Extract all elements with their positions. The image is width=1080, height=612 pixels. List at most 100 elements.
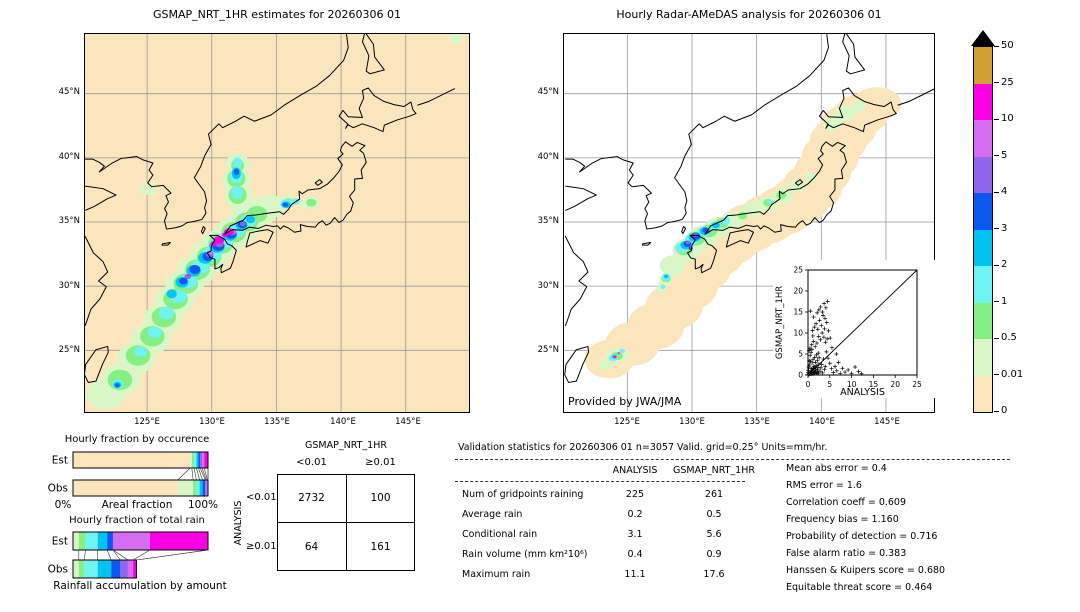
scatter-point xyxy=(834,368,839,373)
bar-segment xyxy=(196,480,200,496)
scatter-point xyxy=(815,358,820,363)
validation-value: 0.2 xyxy=(627,509,643,520)
validation-value: 0.9 xyxy=(706,549,722,560)
bar-segment xyxy=(107,532,113,550)
validation-value: 17.6 xyxy=(703,569,725,580)
bar-segment xyxy=(84,560,98,578)
connector-line xyxy=(106,549,112,561)
lon-tick-label: 125°E xyxy=(614,417,640,427)
bar-segment xyxy=(73,532,79,550)
bar-segment xyxy=(205,480,207,496)
colorbar-segment xyxy=(974,193,992,230)
scatter-point xyxy=(812,355,817,360)
credit-text: Provided by JWA/JMA xyxy=(568,395,682,408)
dashed-divider xyxy=(455,481,745,482)
scatter-point xyxy=(825,336,830,341)
lon-tick-label: 130°E xyxy=(679,417,705,427)
scatter-point xyxy=(820,370,825,375)
contingency-row-label: ≥0.01 xyxy=(246,541,277,552)
colorbar-tick xyxy=(994,118,999,120)
bar-outline xyxy=(72,451,209,469)
lon-tick-label: 145°E xyxy=(874,417,900,427)
scatter-point xyxy=(811,339,816,344)
precip-blob xyxy=(239,221,246,227)
validation-col-header: ANALYSIS xyxy=(612,465,658,476)
stat-line: Frequency bias = 1.160 xyxy=(786,514,899,525)
colorbar-tick xyxy=(994,337,999,339)
bar-segment xyxy=(111,560,121,578)
colorbar-tick-label: 10 xyxy=(1001,113,1014,124)
validation-col-header: GSMAP_NRT_1HR xyxy=(673,465,755,476)
scatter-point xyxy=(814,341,819,346)
bar-segment xyxy=(78,560,85,578)
bar-segment xyxy=(73,452,191,468)
scatter-point xyxy=(829,366,834,371)
connector-line xyxy=(193,467,197,481)
right-map xyxy=(563,33,935,413)
precip-blob xyxy=(449,34,463,44)
bar-segment xyxy=(202,480,206,496)
stat-line: Equitable threat score = 0.464 xyxy=(786,582,933,593)
scatter-point xyxy=(811,357,816,362)
occurrence-axis-min-label: 0% xyxy=(54,499,72,511)
lon-tick-label: 145°E xyxy=(395,417,421,427)
contingency-row-label: <0.01 xyxy=(246,492,277,503)
precip-blob xyxy=(158,306,175,320)
precip-blob xyxy=(189,264,201,274)
stat-line: Mean abs error = 0.4 xyxy=(786,463,887,474)
colorbar-tick xyxy=(994,301,999,302)
occurrence-chart: Est Obs xyxy=(48,451,209,497)
scatter-tick-label: 5 xyxy=(798,350,803,359)
scatter-point xyxy=(808,353,813,358)
precip-blob xyxy=(231,186,243,199)
dashed-divider xyxy=(455,459,1010,460)
bar-segment xyxy=(133,560,137,578)
totalrain-chart-title: Hourly fraction of total rain xyxy=(69,515,205,526)
scatter-point xyxy=(816,351,821,356)
coastline xyxy=(245,229,274,248)
left-map-title: GSMAP_NRT_1HR estimates for 20260306 01 xyxy=(152,8,402,21)
validation-row-label: Num of gridpoints raining xyxy=(462,489,584,500)
scatter-point xyxy=(856,369,861,374)
bar-segment xyxy=(177,480,194,496)
validation-row-label: Conditional rain xyxy=(462,529,538,540)
precip-blob xyxy=(835,105,857,121)
scatter-point xyxy=(809,350,814,355)
lon-tick-label: 125°E xyxy=(134,417,160,427)
precip-blob xyxy=(852,87,902,121)
one-to-one-line xyxy=(807,269,918,376)
bar-segment xyxy=(206,480,208,496)
coastline xyxy=(224,141,367,235)
scatter-point xyxy=(813,369,818,374)
contingency-col-label: <0.01 xyxy=(296,457,327,468)
scatter-point xyxy=(810,360,815,365)
scatter-point xyxy=(808,309,813,314)
scatter-point xyxy=(823,340,828,345)
validation-row-label: Rain volume (mm km²10⁶) xyxy=(462,549,588,560)
coastline xyxy=(818,87,897,133)
connector-line xyxy=(112,549,129,561)
lat-tick-label: 40°N xyxy=(58,151,80,162)
precip-blob xyxy=(147,326,162,339)
scatter-tick-label: 25 xyxy=(912,380,922,389)
precip-blob xyxy=(823,115,842,131)
precip-blob xyxy=(693,233,699,237)
scatter-point xyxy=(820,331,825,335)
coastline xyxy=(687,234,718,274)
scatter-point xyxy=(806,368,811,373)
scatter-point xyxy=(813,344,818,349)
colorbar-segment xyxy=(974,266,992,303)
colorbar-tick-label: 25 xyxy=(1001,76,1014,88)
bar-segment xyxy=(196,452,199,468)
scatter-point xyxy=(813,367,818,372)
precip-blob xyxy=(663,274,669,279)
bar-segment xyxy=(120,560,128,578)
colorbar-tick xyxy=(994,191,999,193)
scatter-point xyxy=(813,360,818,365)
scatter-point xyxy=(819,323,824,328)
scatter-tick-label: 5 xyxy=(827,380,832,389)
bar-segment xyxy=(193,480,197,496)
scatter-point xyxy=(833,364,838,369)
lat-tick-label: 45°N xyxy=(537,87,559,97)
